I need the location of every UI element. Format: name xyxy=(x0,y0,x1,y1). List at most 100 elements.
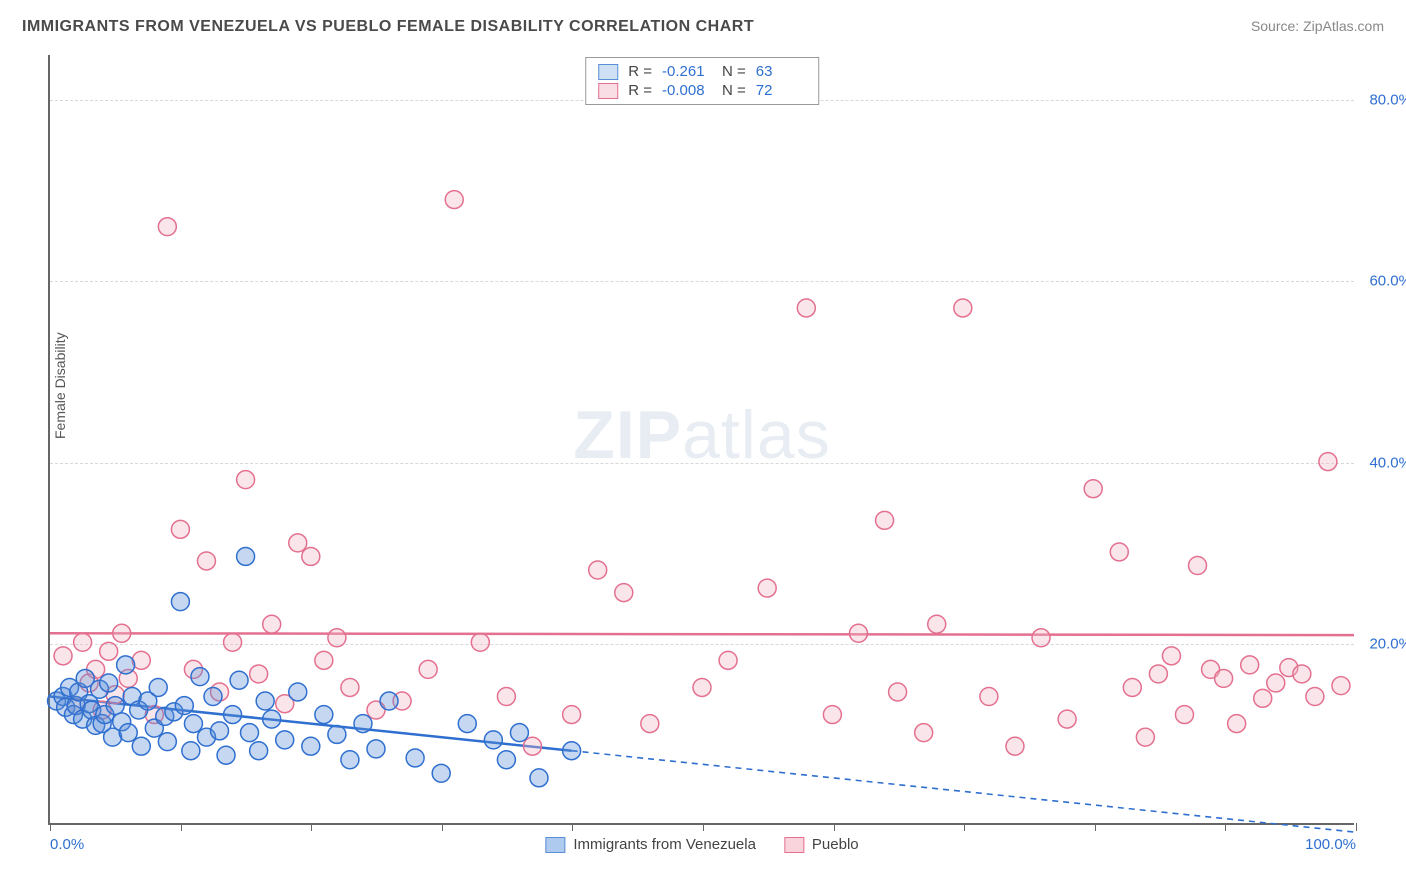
scatter-point xyxy=(563,742,581,760)
scatter-point xyxy=(497,751,515,769)
scatter-point xyxy=(217,746,235,764)
legend-item-1: Immigrants from Venezuela xyxy=(545,836,756,853)
scatter-point xyxy=(523,737,541,755)
scatter-point xyxy=(191,668,209,686)
x-tick-label: 0.0% xyxy=(50,836,84,853)
scatter-point xyxy=(302,737,320,755)
scatter-point xyxy=(484,731,502,749)
scatter-point xyxy=(1110,543,1128,561)
scatter-point xyxy=(256,692,274,710)
scatter-point xyxy=(171,520,189,538)
plot-area: Female Disability ZIPatlas 20.0%40.0%60.… xyxy=(48,55,1354,825)
scatter-point xyxy=(158,733,176,751)
y-tick-label: 60.0% xyxy=(1369,273,1406,290)
scatter-point xyxy=(1006,737,1024,755)
scatter-point xyxy=(224,706,242,724)
scatter-point xyxy=(471,633,489,651)
scatter-point xyxy=(315,706,333,724)
scatter-point xyxy=(149,678,167,696)
scatter-point xyxy=(184,715,202,733)
scatter-point xyxy=(1189,557,1207,575)
scatter-point xyxy=(1175,706,1193,724)
scatter-point xyxy=(106,697,124,715)
scatter-point xyxy=(237,547,255,565)
scatter-point xyxy=(74,633,92,651)
scatter-point xyxy=(250,742,268,760)
scatter-point xyxy=(182,742,200,760)
stats-row-series-1: R = -0.261 N = 63 xyxy=(598,62,806,81)
scatter-point xyxy=(117,656,135,674)
scatter-point xyxy=(328,725,346,743)
scatter-point xyxy=(263,710,281,728)
scatter-point xyxy=(1058,710,1076,728)
n-value-1: 63 xyxy=(756,63,806,80)
scatter-point xyxy=(876,511,894,529)
scatter-point xyxy=(615,584,633,602)
scatter-point xyxy=(641,715,659,733)
scatter-point xyxy=(1293,665,1311,683)
scatter-svg xyxy=(50,55,1354,823)
scatter-point xyxy=(980,688,998,706)
scatter-point xyxy=(849,624,867,642)
bottom-legend: Immigrants from Venezuela Pueblo xyxy=(545,836,858,853)
scatter-point xyxy=(328,629,346,647)
scatter-point xyxy=(158,218,176,236)
scatter-point xyxy=(211,722,229,740)
scatter-point xyxy=(445,191,463,209)
scatter-point xyxy=(302,547,320,565)
scatter-point xyxy=(1162,647,1180,665)
scatter-point xyxy=(458,715,476,733)
scatter-point xyxy=(954,299,972,317)
scatter-point xyxy=(1149,665,1167,683)
scatter-point xyxy=(1032,629,1050,647)
chart-title: IMMIGRANTS FROM VENEZUELA VS PUEBLO FEMA… xyxy=(22,18,754,36)
swatch-series-2 xyxy=(598,83,618,99)
scatter-point xyxy=(530,769,548,787)
scatter-point xyxy=(171,593,189,611)
scatter-point xyxy=(289,683,307,701)
n-label: N = xyxy=(722,82,746,99)
scatter-point xyxy=(354,715,372,733)
scatter-point xyxy=(693,678,711,696)
scatter-point xyxy=(419,660,437,678)
scatter-point xyxy=(204,688,222,706)
legend-label-2: Pueblo xyxy=(812,836,859,853)
scatter-point xyxy=(563,706,581,724)
scatter-point xyxy=(197,552,215,570)
scatter-point xyxy=(263,615,281,633)
scatter-point xyxy=(100,674,118,692)
scatter-point xyxy=(1215,669,1233,687)
scatter-point xyxy=(100,642,118,660)
scatter-point xyxy=(406,749,424,767)
scatter-point xyxy=(341,751,359,769)
swatch-series-1 xyxy=(598,64,618,80)
scatter-point xyxy=(1319,453,1337,471)
scatter-point xyxy=(113,624,131,642)
y-tick-label: 20.0% xyxy=(1369,635,1406,652)
scatter-point xyxy=(1267,674,1285,692)
scatter-point xyxy=(250,665,268,683)
scatter-point xyxy=(1254,689,1272,707)
stats-legend-box: R = -0.261 N = 63 R = -0.008 N = 72 xyxy=(585,57,819,105)
scatter-point xyxy=(341,678,359,696)
scatter-point xyxy=(1084,480,1102,498)
scatter-point xyxy=(237,471,255,489)
legend-swatch-2 xyxy=(784,837,804,853)
scatter-point xyxy=(889,683,907,701)
source-label: Source: ZipAtlas.com xyxy=(1251,18,1384,34)
n-label: N = xyxy=(722,63,746,80)
scatter-point xyxy=(119,724,137,742)
scatter-point xyxy=(132,737,150,755)
stats-row-series-2: R = -0.008 N = 72 xyxy=(598,81,806,100)
scatter-point xyxy=(589,561,607,579)
scatter-point xyxy=(1332,677,1350,695)
scatter-point xyxy=(380,692,398,710)
scatter-point xyxy=(1306,688,1324,706)
r-value-1: -0.261 xyxy=(662,63,712,80)
scatter-point xyxy=(1136,728,1154,746)
scatter-point xyxy=(928,615,946,633)
scatter-point xyxy=(1123,678,1141,696)
scatter-point xyxy=(230,671,248,689)
scatter-point xyxy=(719,651,737,669)
scatter-point xyxy=(241,724,259,742)
